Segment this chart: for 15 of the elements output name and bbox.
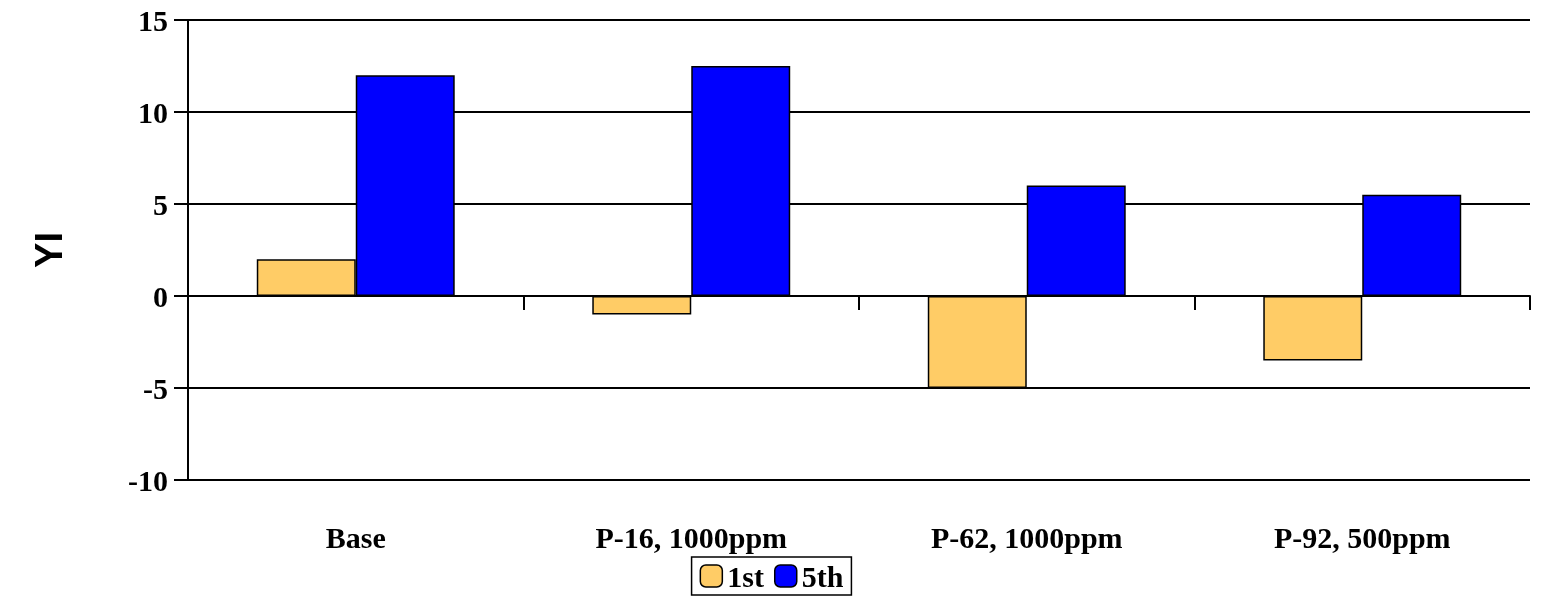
x-tick-label: P-92, 500ppm <box>1273 520 1451 554</box>
y-tick-label: 0 <box>153 279 168 313</box>
bar <box>592 296 692 315</box>
legend-label: 5th <box>801 559 844 593</box>
x-tick-label: Base <box>325 520 386 554</box>
x-tick-label: P-62, 1000ppm <box>930 520 1123 554</box>
bar <box>1263 296 1363 361</box>
y-tick-label: 15 <box>138 3 168 37</box>
y-axis-title: YI <box>28 232 70 268</box>
x-tick-label: P-16, 1000ppm <box>595 520 788 554</box>
y-tick-label: -5 <box>143 371 168 405</box>
y-tick-label: -10 <box>128 463 168 497</box>
y-tick-label: 10 <box>138 95 168 129</box>
legend-label: 1st <box>727 559 764 593</box>
y-tick-label: 5 <box>153 187 168 221</box>
